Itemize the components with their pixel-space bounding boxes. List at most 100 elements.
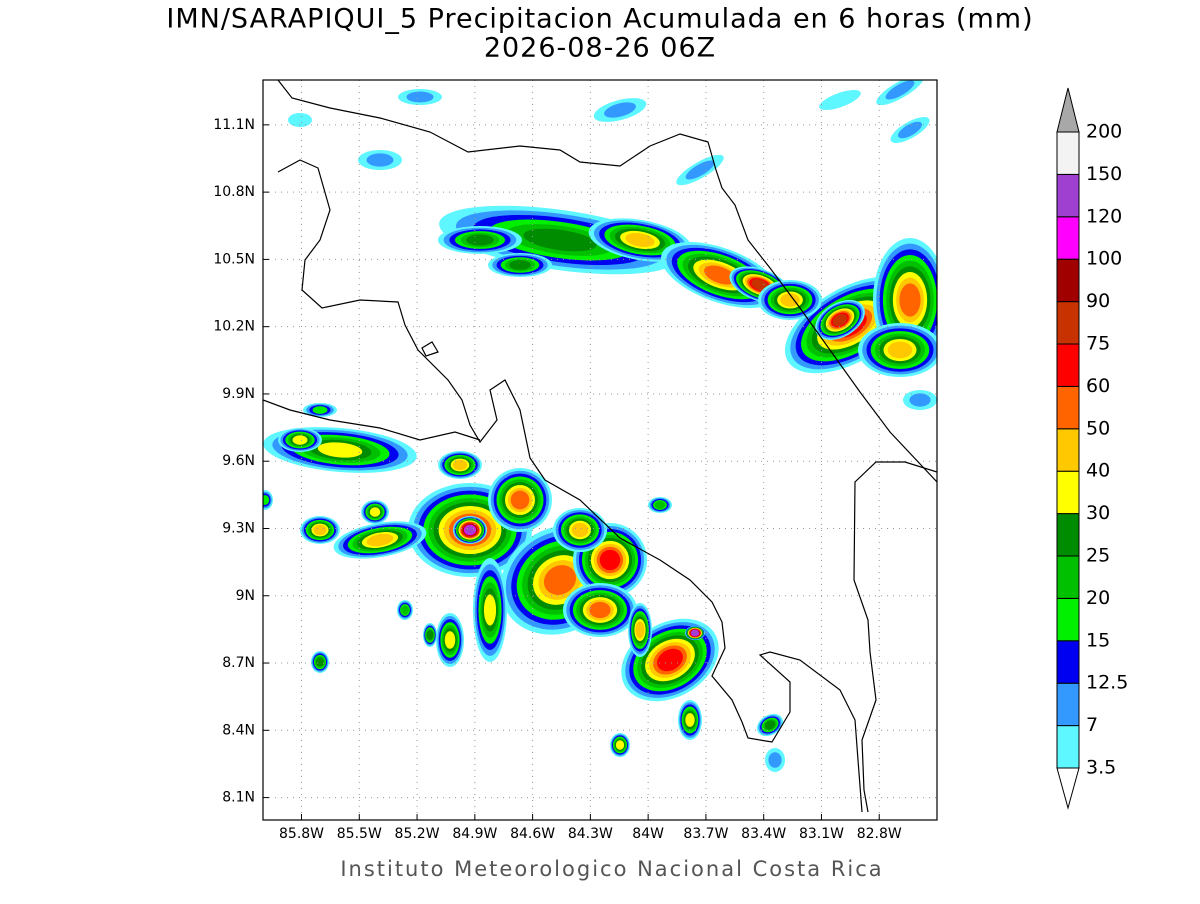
rain-contour: [406, 91, 434, 103]
rain-contour: [615, 740, 625, 750]
rain-contour: [589, 601, 611, 619]
rain-contour: [401, 605, 409, 615]
colorbar-bin: [1056, 385, 1080, 430]
rain-contour: [751, 279, 769, 291]
colorbar-bin: [1056, 131, 1080, 175]
colorbar-label: 25: [1086, 545, 1110, 567]
rain-contour: [604, 102, 636, 118]
rain-contour: [510, 490, 530, 510]
rain-contour: [885, 80, 915, 100]
colorbar-label: 50: [1086, 417, 1110, 439]
coastline: [421, 341, 439, 357]
colorbar-bin: [1056, 640, 1080, 684]
rain-contour: [657, 648, 683, 672]
coastline: [277, 80, 937, 483]
colorbar-label: 20: [1086, 587, 1110, 609]
x-tick-label: 82.8W: [857, 826, 902, 842]
rain-contour: [466, 234, 494, 246]
colorbar-label: 100: [1086, 248, 1122, 270]
rain-contour: [654, 501, 666, 509]
rain-contour: [263, 495, 270, 505]
x-tick-label: 85.5W: [337, 826, 382, 842]
colorbar-label: 7: [1086, 714, 1098, 736]
x-tick-label: 83.7W: [683, 826, 728, 842]
coastlines: [263, 80, 937, 813]
rain-contour: [685, 713, 695, 727]
x-tick-label: 84.3W: [568, 826, 613, 842]
rain-contour: [780, 293, 800, 307]
colorbar-label: 200: [1086, 121, 1122, 143]
colorbar-label: 60: [1086, 375, 1110, 397]
rain-contour: [369, 507, 381, 517]
colorbar-bin: [1056, 682, 1080, 727]
coastline: [263, 399, 481, 441]
rain-contour: [464, 525, 476, 535]
colorbar-bin: [1056, 555, 1080, 599]
rain-contour: [452, 459, 468, 471]
y-tick-label: 8.7N: [222, 655, 255, 671]
y-tick-label: 9.6N: [222, 453, 255, 469]
rain-contour: [887, 341, 913, 359]
x-tick-label: 83.1W: [799, 826, 844, 842]
y-tick-label: 10.2N: [213, 319, 255, 335]
footer: Instituto Meteorologico Nacional Costa R…: [340, 857, 883, 881]
rain-contour: [897, 121, 923, 139]
colorbar: 3.5 7 12.5 15 20 25 30 40 50 60 75 90 100 120 150 200: [1056, 87, 1128, 810]
colorbar-label: 30: [1086, 502, 1110, 524]
y-tick-label: 8.1N: [222, 790, 255, 806]
x-tick-label: 85.2W: [395, 826, 440, 842]
title: IMN/SARAPIQUI_5 Precipitacion Acumulada …: [166, 4, 1033, 35]
plot-frame: [262, 79, 938, 821]
rain-contour: [315, 657, 325, 667]
y-tick-label: 10.8N: [213, 184, 255, 200]
rain-contour: [313, 524, 327, 536]
grid: [263, 80, 937, 820]
rain-contour: [366, 533, 394, 547]
rain-contour: [292, 435, 308, 445]
rain-contour: [685, 160, 715, 180]
colorbar-bin: [1056, 470, 1080, 515]
x-tick-label: 84W: [632, 826, 664, 842]
colorbar-bin: [1056, 216, 1080, 260]
rain-contour: [691, 629, 699, 637]
y-tick-label: 9N: [236, 588, 255, 604]
rain-contour: [543, 565, 577, 595]
y-tick-label: 8.4N: [222, 722, 255, 738]
x-tick-label: 85.8W: [279, 826, 324, 842]
rain-contour: [909, 393, 931, 407]
colorbar-bin: [1056, 428, 1080, 472]
colorbar-label: 150: [1086, 163, 1122, 185]
colorbar-bin: [1056, 258, 1080, 303]
axes: 85.8W 85.5W 85.2W 84.9W 84.6W 84.3W 84W 83.7W 83…: [213, 117, 902, 842]
y-tick-label: 11.1N: [213, 117, 255, 133]
colorbar-label: 12.5: [1086, 672, 1128, 694]
rain-contour: [599, 549, 621, 571]
rain-contour: [312, 406, 328, 414]
colorbar-under: [1056, 767, 1080, 810]
rain-contour: [288, 113, 312, 127]
colorbar-label: 90: [1086, 290, 1110, 312]
rain-contour: [832, 313, 848, 327]
y-tick-label: 10.5N: [213, 251, 255, 267]
rain-contour: [819, 90, 861, 110]
rain-contour: [704, 265, 736, 285]
colorbar-bin: [1056, 343, 1080, 387]
colorbar-label: 15: [1086, 629, 1110, 651]
colorbar-label: 75: [1086, 333, 1110, 355]
rain-contour: [509, 260, 531, 270]
rain-contour: [523, 228, 597, 252]
colorbar-bin: [1056, 597, 1080, 642]
rain-contour: [571, 522, 589, 538]
colorbar-bin: [1056, 725, 1080, 769]
colorbar-label: 40: [1086, 460, 1110, 482]
coastline: [277, 159, 863, 813]
rain-contour: [764, 720, 776, 730]
x-tick-label: 84.9W: [452, 826, 497, 842]
rain-contour: [625, 232, 655, 248]
colorbar-bin: [1056, 173, 1080, 218]
rain-contour: [899, 283, 921, 317]
x-tick-label: 84.6W: [510, 826, 555, 842]
colorbar-label: 120: [1086, 205, 1122, 227]
